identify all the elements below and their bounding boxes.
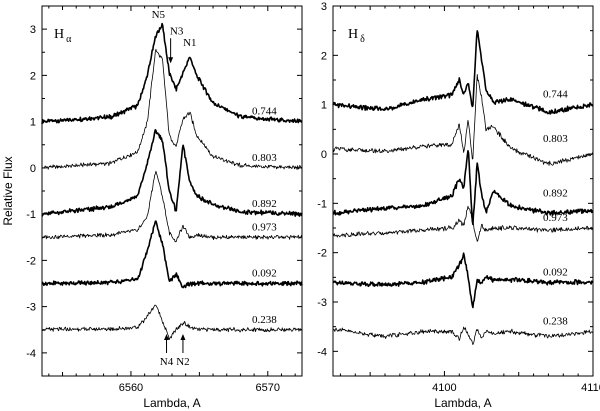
hdelta-panel: -4 -3 -2 -1 0 1 2 3 4100 4110 Lambda, A Hδ 0.744 0.80… <box>317 1 600 410</box>
y-axis-label: Relative Flux <box>1 156 15 225</box>
y-tick-label: 2 <box>321 50 327 62</box>
y-tick-label: -1 <box>317 198 327 210</box>
annotation-arrowhead <box>168 57 174 64</box>
plot-frame <box>332 5 594 377</box>
x-tick-label: 4110 <box>581 382 600 394</box>
y-tick-label: 0 <box>321 149 327 161</box>
panel-title-subscript: δ <box>360 34 365 45</box>
phase-label: 0.892 <box>543 187 568 199</box>
y-tick-label: -3 <box>317 297 327 309</box>
spectrum-line-0.744 <box>332 30 594 115</box>
phase-label: 0.973 <box>543 212 568 224</box>
y-tick-label: -2 <box>317 248 327 260</box>
phase-label: 0.238 <box>543 316 568 328</box>
spectrum-line-0.803 <box>41 48 303 170</box>
spectrum-line-0.092 <box>332 252 594 309</box>
line-annotation: N5 <box>152 9 166 21</box>
y-tick-label: 3 <box>30 24 36 36</box>
phase-label: 0.973 <box>252 221 277 233</box>
line-annotation: N4 <box>160 356 174 368</box>
phase-label: 0.238 <box>252 314 277 326</box>
phase-label: 0.803 <box>543 133 568 145</box>
y-tick-label: 0 <box>30 163 36 175</box>
annotation-arrowhead <box>180 334 186 340</box>
y-tick-label: -1 <box>26 209 36 221</box>
y-tick-label: 2 <box>30 70 36 82</box>
spectrum-line-0.238 <box>41 304 303 340</box>
annotation-arrowhead <box>164 334 170 340</box>
line-annotation: N3 <box>170 25 184 37</box>
x-tick-label: 6560 <box>119 382 143 394</box>
spectrum-line-0.892 <box>332 149 594 226</box>
y-tick-label: -4 <box>26 348 36 360</box>
spectrum-line-0.092 <box>41 220 303 289</box>
spectrum-line-0.973 <box>41 170 303 243</box>
line-annotation: N2 <box>176 356 189 368</box>
spectrum-line-0.973 <box>332 205 594 242</box>
panel-title-subscript: α <box>66 34 72 45</box>
phase-label: 0.092 <box>252 268 277 280</box>
spectrum-line-0.238 <box>332 326 594 346</box>
x-axis-label: Lambda, A <box>434 396 491 410</box>
halpha-panel: -4 -3 -2 -1 0 1 2 3 6560 6570 Lambda, A Relative Fl… <box>1 5 303 410</box>
spectrum-line-0.803 <box>332 74 594 166</box>
x-axis-label: Lambda, A <box>143 396 200 410</box>
y-tick-label: 1 <box>321 100 327 112</box>
y-tick-label: -4 <box>317 346 327 358</box>
y-tick-label: -2 <box>26 255 36 267</box>
phase-label: 0.744 <box>543 89 568 101</box>
y-tick-label: -3 <box>26 302 36 314</box>
spectrum-line-0.892 <box>41 128 303 217</box>
y-tick-label: 1 <box>30 117 36 129</box>
x-tick-label: 6570 <box>256 382 280 394</box>
spectrum-line-0.744 <box>41 22 303 125</box>
x-tick-label: 4100 <box>432 382 456 394</box>
phase-label: 0.892 <box>252 198 277 210</box>
phase-label: 0.744 <box>252 106 277 118</box>
y-tick-label: 3 <box>321 1 327 13</box>
phase-label: 0.092 <box>543 266 568 278</box>
phase-label: 0.803 <box>252 152 277 164</box>
line-annotation: N1 <box>183 37 196 49</box>
